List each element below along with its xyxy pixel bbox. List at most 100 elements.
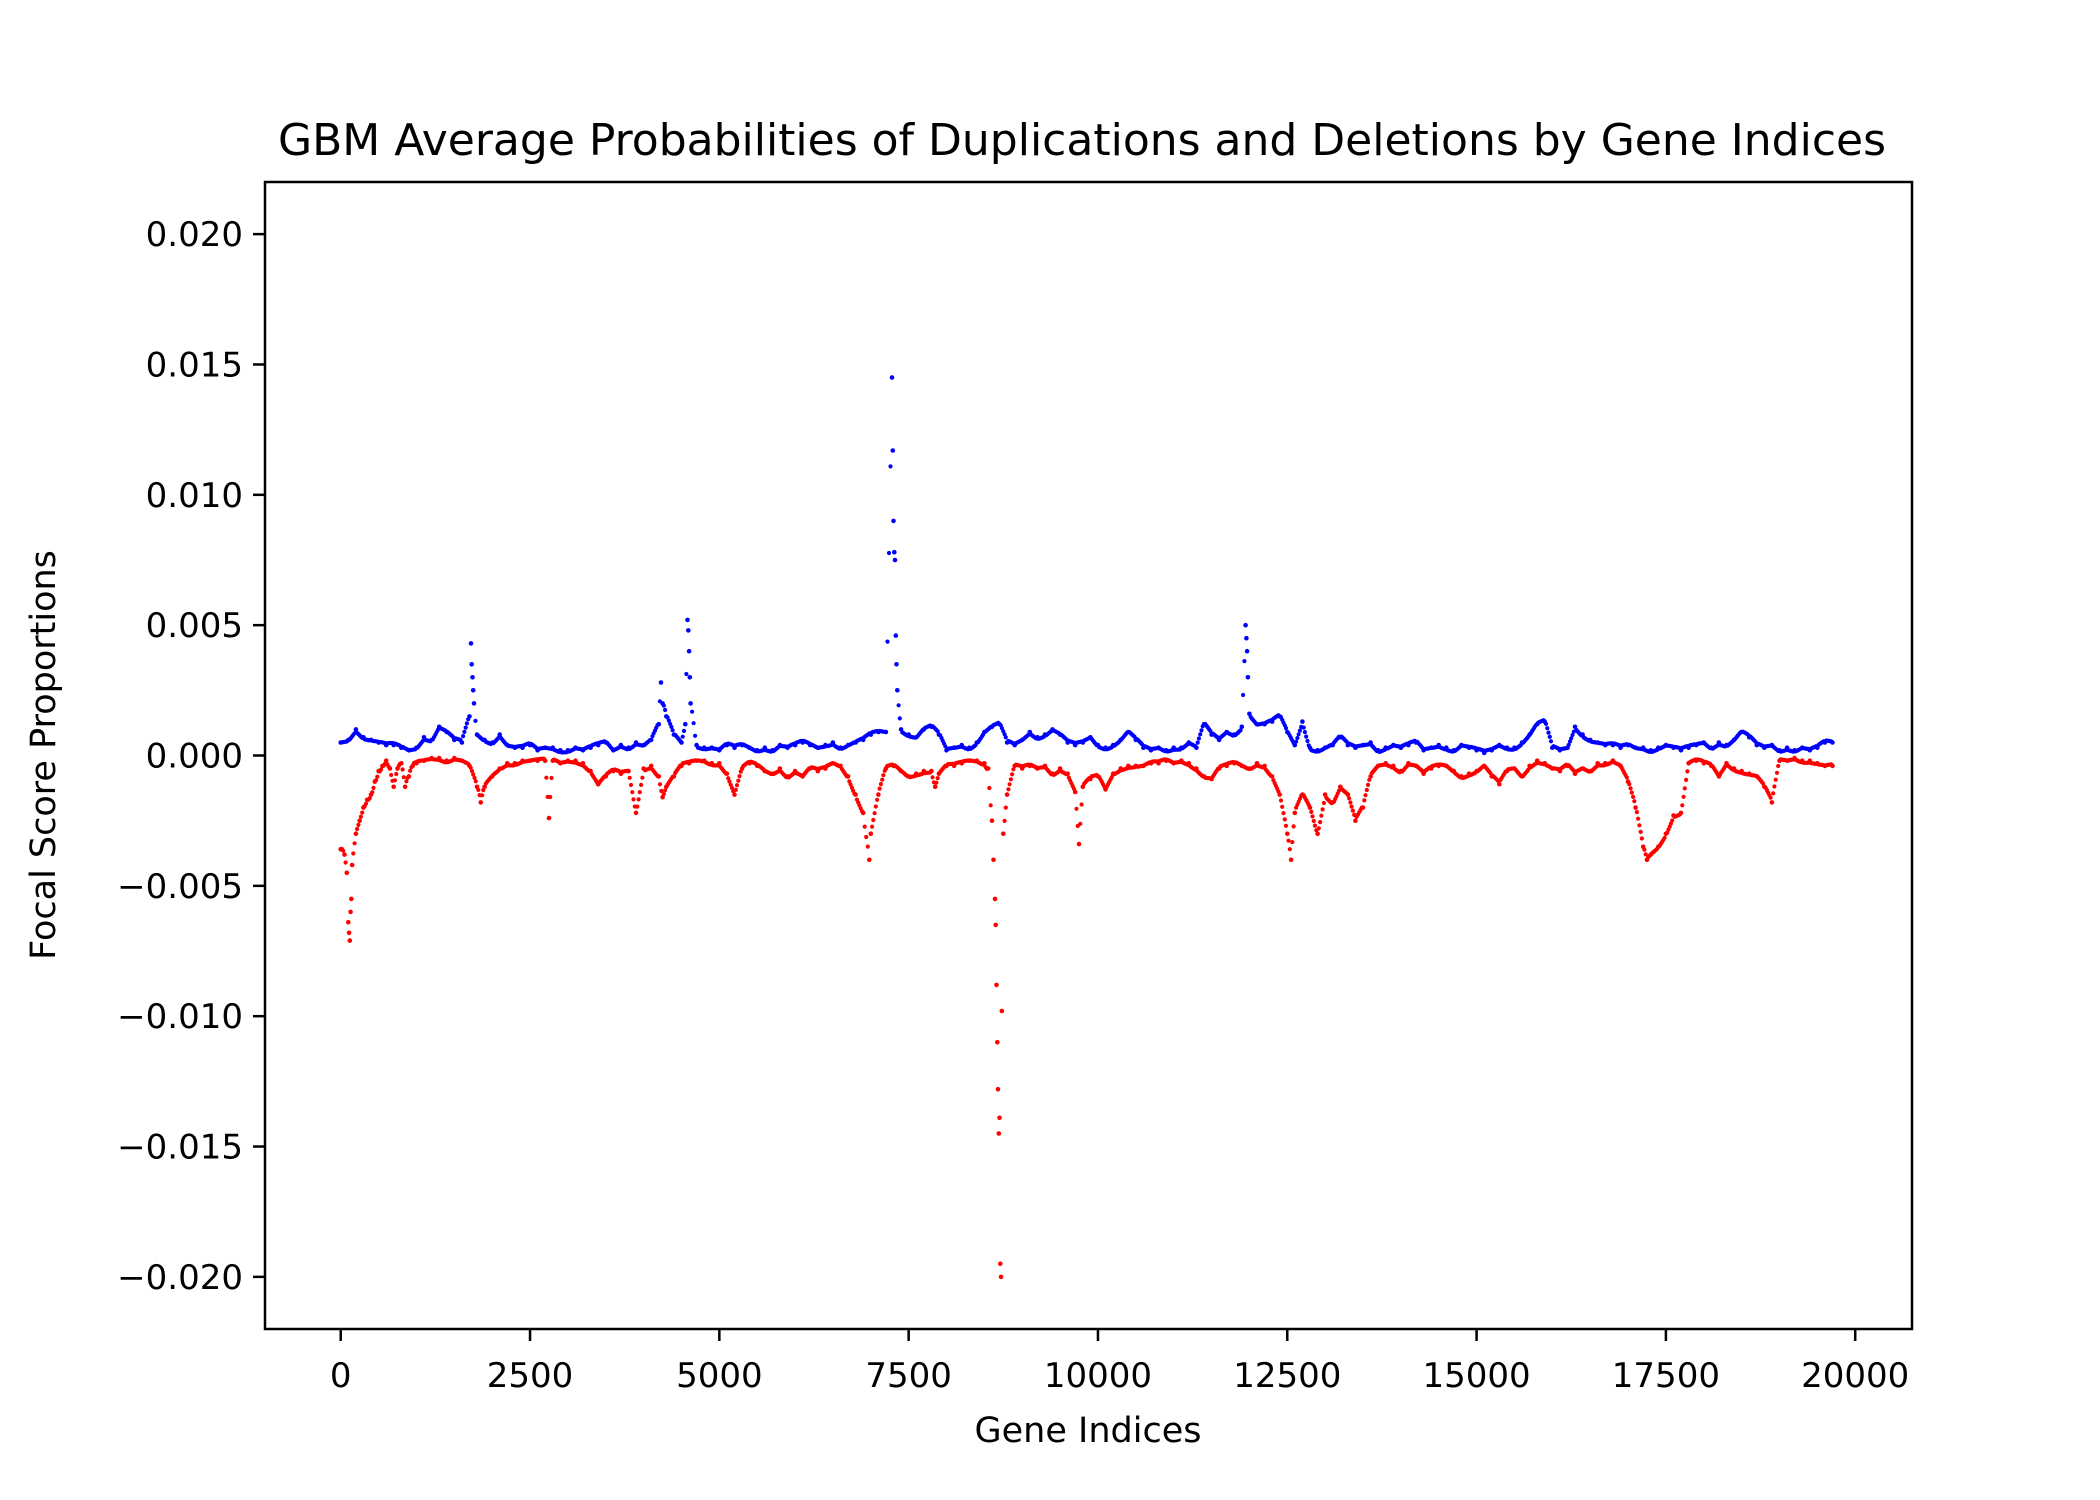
data-point xyxy=(867,857,872,863)
data-point xyxy=(637,790,642,795)
chart-title: GBM Average Probabilities of Duplication… xyxy=(278,115,1886,166)
data-point xyxy=(993,922,998,928)
data-point xyxy=(1278,798,1284,803)
data-point xyxy=(1772,784,1777,789)
data-point xyxy=(1628,786,1633,791)
data-point xyxy=(1245,675,1251,680)
data-point xyxy=(394,771,399,777)
data-point xyxy=(1292,742,1298,748)
x-tick-label: 10000 xyxy=(1044,1356,1152,1396)
data-point xyxy=(865,844,870,849)
data-point xyxy=(930,775,935,780)
data-point xyxy=(471,701,477,706)
data-point xyxy=(992,896,998,902)
data-point xyxy=(881,773,886,778)
data-point xyxy=(888,464,893,469)
data-point xyxy=(1078,821,1083,826)
data-point xyxy=(724,771,730,776)
data-point xyxy=(892,549,897,555)
data-point xyxy=(627,775,632,780)
data-point xyxy=(1627,782,1632,787)
data-point xyxy=(346,920,351,925)
data-point xyxy=(1545,726,1550,731)
data-point xyxy=(997,1115,1002,1121)
data-point xyxy=(889,375,895,380)
data-point xyxy=(1367,777,1372,782)
data-point xyxy=(1629,790,1634,795)
data-point xyxy=(640,775,645,780)
data-point xyxy=(864,834,869,840)
data-point xyxy=(1301,725,1306,730)
data-point xyxy=(546,815,552,821)
series-1 xyxy=(338,375,1835,756)
data-point xyxy=(1345,792,1351,797)
data-point xyxy=(467,714,472,719)
data-point xyxy=(464,721,469,726)
y-axis-label: Focal Score Proportions xyxy=(24,550,64,960)
data-point xyxy=(636,797,641,802)
y-tick-label: 0.005 xyxy=(146,606,243,646)
data-point xyxy=(1297,728,1302,733)
data-point xyxy=(994,982,999,988)
data-point xyxy=(989,818,995,823)
plot-frame xyxy=(263,180,1914,1331)
data-point xyxy=(360,810,365,815)
data-point xyxy=(661,703,666,708)
data-point xyxy=(686,648,692,654)
data-point xyxy=(871,817,876,823)
data-point xyxy=(680,734,685,739)
data-point xyxy=(459,740,465,745)
series-2 xyxy=(338,755,1835,1280)
data-point xyxy=(987,785,992,791)
data-point xyxy=(880,777,885,782)
data-point xyxy=(717,761,722,766)
data-point xyxy=(628,782,634,788)
data-point xyxy=(1309,809,1314,815)
data-point xyxy=(893,633,899,638)
data-point xyxy=(658,680,664,685)
data-point xyxy=(349,896,354,902)
data-point xyxy=(1287,847,1292,852)
data-point xyxy=(1294,739,1299,744)
data-point xyxy=(1633,805,1638,810)
data-point xyxy=(982,761,987,766)
x-axis-label: Gene Indices xyxy=(975,1411,1202,1451)
data-point xyxy=(470,675,475,680)
data-point xyxy=(1244,635,1249,641)
data-point xyxy=(344,870,350,876)
data-point xyxy=(1830,740,1835,745)
data-point xyxy=(1362,798,1367,803)
data-point xyxy=(580,761,586,766)
data-point xyxy=(875,797,880,802)
data-point xyxy=(995,1040,1000,1045)
data-point xyxy=(934,780,939,785)
data-point xyxy=(1320,807,1325,812)
data-point xyxy=(1196,736,1201,741)
data-point xyxy=(663,788,668,793)
data-point xyxy=(679,740,684,745)
data-point xyxy=(872,811,877,816)
data-point xyxy=(1681,794,1686,799)
data-point xyxy=(461,734,466,739)
data-point xyxy=(860,810,866,816)
data-point xyxy=(1310,814,1315,819)
data-point xyxy=(1771,791,1776,796)
data-point xyxy=(648,737,654,743)
data-point xyxy=(877,786,882,791)
data-point xyxy=(630,790,635,795)
data-point xyxy=(1365,782,1371,788)
data-point xyxy=(482,784,487,790)
data-point xyxy=(391,784,397,790)
data-point xyxy=(1347,796,1352,801)
y-axis: 0.020 0.015 0.010 0.005 0.000 −0.005 −0.010 −0.… xyxy=(117,215,265,1298)
data-point xyxy=(1321,800,1326,806)
data-point xyxy=(1007,782,1012,787)
data-point xyxy=(406,774,412,779)
data-point xyxy=(352,841,357,846)
data-point xyxy=(935,776,940,781)
data-point xyxy=(988,803,993,808)
data-point xyxy=(1208,728,1213,734)
data-point xyxy=(1768,795,1773,800)
data-point xyxy=(375,774,380,779)
data-point xyxy=(357,818,363,823)
